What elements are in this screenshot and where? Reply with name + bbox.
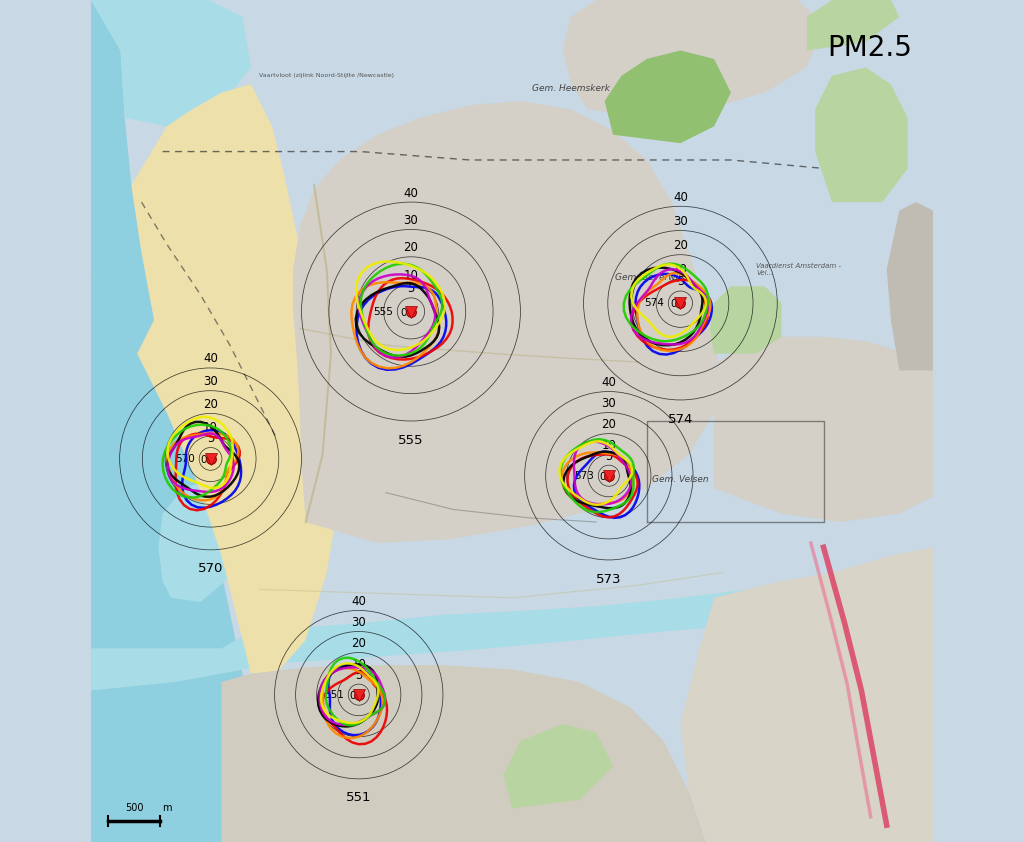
Text: 20: 20 — [673, 239, 688, 253]
Text: 10: 10 — [601, 440, 616, 452]
Polygon shape — [221, 665, 706, 842]
Text: 40: 40 — [203, 353, 218, 365]
Polygon shape — [807, 0, 899, 51]
Text: 40: 40 — [403, 187, 419, 200]
Text: 40: 40 — [351, 595, 367, 608]
Text: 20: 20 — [351, 637, 367, 650]
Text: 30: 30 — [203, 376, 218, 388]
Text: 5: 5 — [355, 669, 362, 682]
Polygon shape — [159, 480, 239, 602]
Text: Vaartvloot (zijlink Noord-Stijlte /Newcastle): Vaartvloot (zijlink Noord-Stijlte /Newca… — [259, 73, 394, 78]
Text: Gem. Heemskerk: Gem. Heemskerk — [531, 84, 610, 93]
Text: 40: 40 — [673, 191, 688, 204]
Text: 10: 10 — [403, 269, 419, 282]
Polygon shape — [562, 0, 823, 118]
Polygon shape — [91, 269, 251, 842]
Polygon shape — [714, 337, 933, 522]
Polygon shape — [680, 547, 933, 842]
Polygon shape — [91, 0, 155, 354]
Text: 0: 0 — [671, 299, 677, 309]
Text: 30: 30 — [673, 215, 688, 228]
Text: 5: 5 — [207, 432, 214, 445]
Text: PM2.5: PM2.5 — [827, 34, 912, 61]
Text: 570: 570 — [198, 562, 223, 575]
Text: 551: 551 — [346, 791, 372, 804]
Text: 573: 573 — [596, 573, 622, 585]
Text: 30: 30 — [351, 616, 367, 629]
Text: 0: 0 — [599, 472, 605, 482]
Text: 20: 20 — [203, 398, 218, 411]
Polygon shape — [815, 67, 907, 202]
Polygon shape — [887, 202, 933, 370]
Text: 20: 20 — [403, 242, 419, 254]
Text: 5: 5 — [677, 275, 684, 289]
Polygon shape — [710, 286, 781, 354]
Text: 40: 40 — [601, 376, 616, 389]
Polygon shape — [504, 724, 613, 808]
Text: m: m — [163, 802, 172, 813]
Polygon shape — [131, 84, 339, 674]
Text: 10: 10 — [673, 264, 688, 276]
Text: 30: 30 — [601, 397, 616, 410]
Polygon shape — [293, 101, 718, 543]
Text: 551: 551 — [325, 690, 344, 700]
Text: 0: 0 — [201, 455, 207, 465]
Text: 570: 570 — [175, 454, 195, 464]
Text: 500: 500 — [125, 802, 143, 813]
Text: 555: 555 — [398, 434, 424, 446]
Polygon shape — [91, 564, 933, 690]
Polygon shape — [604, 51, 731, 143]
Text: 0: 0 — [400, 308, 407, 318]
Text: 0: 0 — [349, 690, 355, 701]
Text: 574: 574 — [668, 413, 693, 425]
Text: 10: 10 — [351, 658, 367, 671]
Text: 20: 20 — [601, 418, 616, 431]
Text: Gem. Beverwijk: Gem. Beverwijk — [615, 274, 686, 282]
Text: 5: 5 — [408, 282, 415, 296]
Text: 30: 30 — [403, 214, 419, 227]
Text: 555: 555 — [373, 306, 393, 317]
Polygon shape — [91, 0, 251, 126]
Text: 573: 573 — [574, 471, 594, 481]
Text: Vaardienst Amsterdam -
Vel...: Vaardienst Amsterdam - Vel... — [756, 263, 841, 276]
Text: 574: 574 — [644, 298, 665, 308]
Text: 5: 5 — [605, 450, 612, 463]
Text: 10: 10 — [203, 421, 218, 434]
Text: Gem. Velsen: Gem. Velsen — [652, 476, 709, 484]
